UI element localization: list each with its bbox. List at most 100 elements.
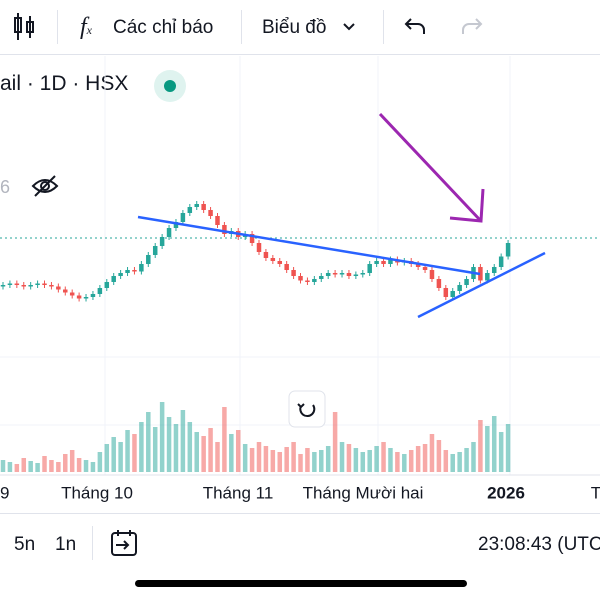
- candle-body: [491, 267, 497, 273]
- candle-body: [173, 222, 179, 228]
- volume-bar: [104, 444, 110, 472]
- candle-body: [104, 282, 110, 288]
- volume-bar: [346, 444, 352, 472]
- volume-bar: [35, 463, 40, 472]
- candle-body: [159, 237, 165, 246]
- volume-bar: [42, 456, 47, 472]
- volume-bar: [235, 430, 241, 472]
- volume-bar: [256, 442, 262, 472]
- candle-body: [443, 288, 449, 297]
- volume-bar: [28, 461, 33, 472]
- volume-bar: [208, 428, 213, 472]
- candle-body: [201, 204, 206, 210]
- volume-bar: [49, 460, 54, 472]
- volume-bar: [505, 424, 511, 472]
- home-indicator: [135, 580, 467, 587]
- volume-bar: [319, 450, 324, 472]
- volume-bar: [132, 434, 137, 472]
- volume-bar: [408, 450, 414, 472]
- volume-bar: [498, 432, 504, 472]
- volume-bar: [491, 416, 497, 472]
- candle-body: [63, 289, 68, 293]
- candle-body: [139, 264, 144, 272]
- volume-bar: [374, 446, 379, 472]
- volume-bar: [76, 458, 82, 472]
- range-button[interactable]: 1n: [55, 534, 77, 555]
- volume-bar: [457, 452, 462, 472]
- volume-bar: [332, 412, 338, 472]
- candle-body: [69, 292, 75, 296]
- volume-bar: [263, 446, 269, 472]
- volume-bar: [422, 444, 428, 472]
- goto-date[interactable]: [110, 528, 140, 558]
- candle-body: [97, 288, 103, 294]
- volume-bar: [14, 464, 20, 472]
- candle-body: [457, 285, 462, 291]
- volume-bar: [173, 424, 179, 472]
- candle-body: [42, 283, 47, 285]
- volume-bar: [146, 412, 151, 472]
- volume-bar: [415, 446, 421, 472]
- candle-body: [450, 291, 455, 297]
- candle-body: [249, 234, 255, 243]
- chart-button[interactable]: Biểu đồ: [262, 17, 327, 38]
- candle-body: [208, 210, 213, 216]
- candle-body: [464, 279, 469, 285]
- volume-bar: [339, 442, 345, 472]
- candle-body: [367, 264, 372, 273]
- redo[interactable]: [458, 16, 484, 38]
- candle-body: [194, 204, 199, 207]
- volume-bar: [166, 417, 172, 472]
- symbol-header: ail · 1D · HSX: [0, 72, 129, 95]
- x-tick-label: Tháng Mười hai: [303, 483, 424, 502]
- volume-bar: [478, 420, 483, 472]
- x-tick-label: Tháng 10: [61, 483, 133, 502]
- volume-bar: [464, 448, 469, 472]
- x-tick-label: T: [591, 483, 600, 502]
- volume-bar: [381, 442, 386, 472]
- candle-body: [381, 261, 386, 264]
- candle-body: [166, 228, 172, 237]
- volume-bar: [249, 448, 255, 472]
- volume-bar: [152, 427, 158, 472]
- candle-body: [270, 258, 276, 261]
- volume-bar: [63, 454, 68, 472]
- candle-body: [7, 283, 13, 285]
- indicators-button[interactable]: Các chỉ báo: [113, 17, 214, 38]
- volume-bar: [436, 440, 442, 472]
- volume-bar: [69, 450, 75, 472]
- toolbar: fx Các chỉ báo Biểu đồ: [0, 0, 600, 55]
- volume-bar: [395, 452, 400, 472]
- undo[interactable]: [403, 16, 429, 38]
- reset-button[interactable]: [288, 390, 326, 428]
- trend-line: [417, 251, 546, 319]
- volume-bar: [443, 450, 449, 472]
- volume-bar: [90, 462, 96, 472]
- candle-body: [263, 252, 269, 258]
- candle-body: [187, 207, 193, 213]
- volume-bar: [291, 442, 296, 472]
- candle-body: [429, 270, 435, 279]
- candle-body: [388, 259, 393, 264]
- volume-bar: [7, 462, 13, 472]
- volume-bar: [139, 422, 144, 472]
- volume-bar: [83, 460, 89, 472]
- candle-body: [339, 273, 345, 275]
- candle-body: [28, 285, 33, 287]
- volume-bar: [180, 410, 186, 472]
- candle-body: [14, 283, 20, 285]
- volume-bar: [277, 452, 283, 472]
- candle-body: [132, 270, 137, 272]
- candle-body: [118, 273, 123, 276]
- hide-icon[interactable]: [30, 173, 60, 199]
- candle-body: [76, 295, 82, 299]
- candle-icon[interactable]: [10, 12, 38, 42]
- range-button[interactable]: 5n: [14, 534, 36, 555]
- volume-bar: [367, 450, 372, 472]
- candle-body: [152, 246, 158, 255]
- candle-body: [498, 256, 504, 267]
- candle-body: [21, 285, 27, 287]
- fx-icon[interactable]: fx: [80, 14, 92, 40]
- volume-bar: [325, 446, 331, 472]
- candle-body: [256, 243, 262, 252]
